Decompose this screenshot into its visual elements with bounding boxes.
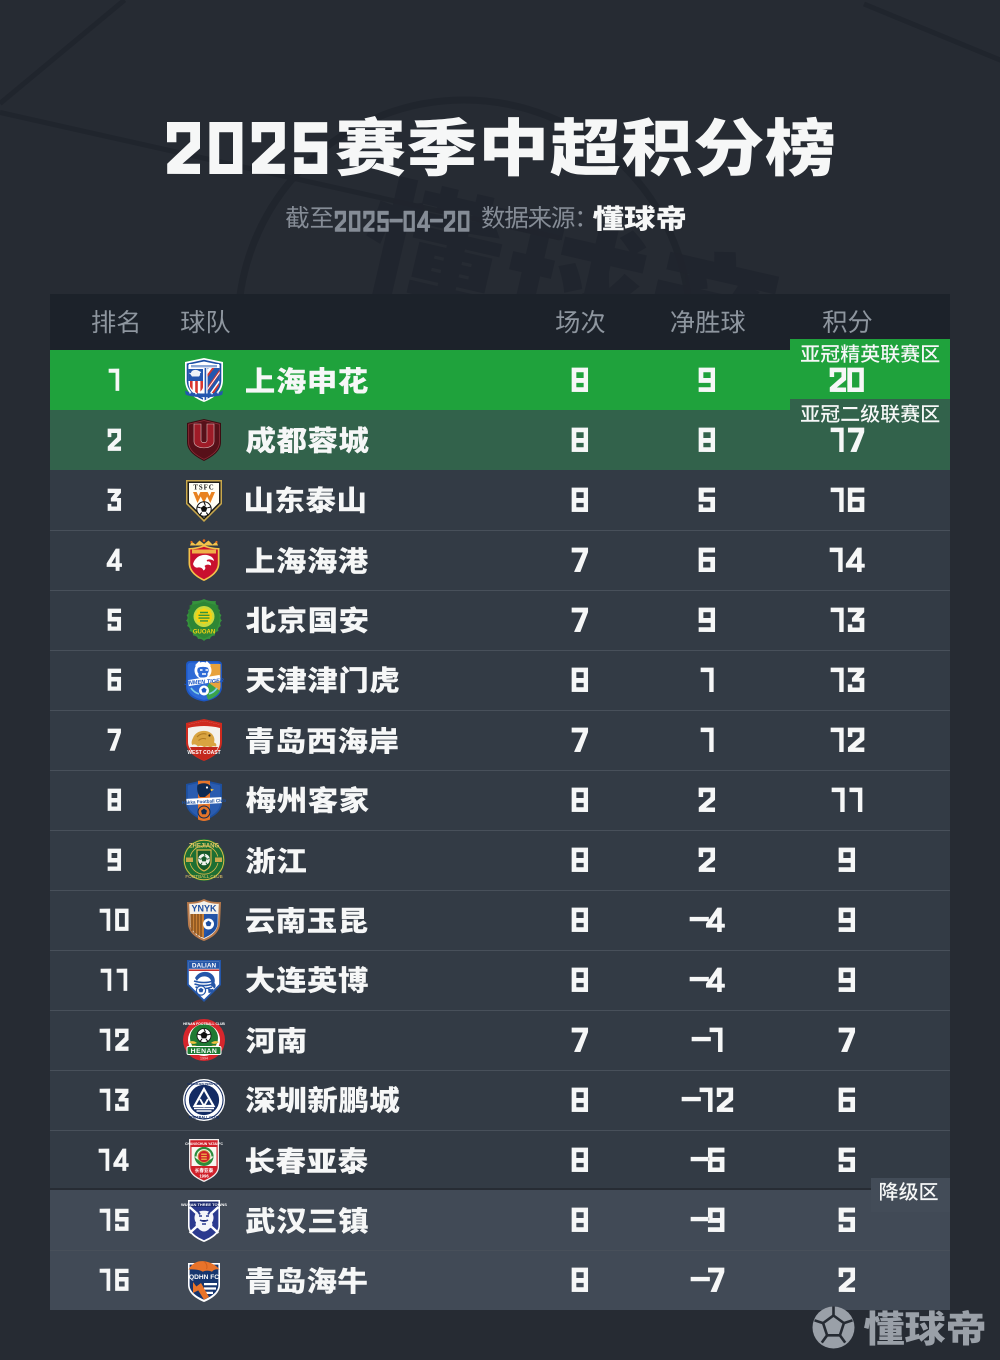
svg-text:WUHAN THREE TOWNS: WUHAN THREE TOWNS xyxy=(181,1202,227,1207)
svg-text:DALIAN: DALIAN xyxy=(192,963,217,970)
svg-text:JINMEN TIGER: JINMEN TIGER xyxy=(184,678,224,687)
svg-text:ZHEJIANG: ZHEJIANG xyxy=(189,844,220,850)
svg-text:TSFC: TSFC xyxy=(193,485,214,492)
svg-text:长春亚泰: 长春亚泰 xyxy=(195,1167,214,1174)
svg-text:Hakka Football Club: Hakka Football Club xyxy=(182,798,227,805)
svg-text:FOOTBALL CLUB: FOOTBALL CLUB xyxy=(189,1116,220,1120)
svg-text:CHANGCHUN YATAI FC: CHANGCHUN YATAI FC xyxy=(185,1142,223,1146)
svg-text:HENAN: HENAN xyxy=(191,1048,218,1055)
svg-text:QDHN FC: QDHN FC xyxy=(189,1274,219,1281)
svg-text:1994: 1994 xyxy=(200,1057,208,1061)
svg-text:FOOTBALL CLUB: FOOTBALL CLUB xyxy=(185,874,222,879)
svg-text:SHENZHEN PENG CITY: SHENZHEN PENG CITY xyxy=(187,1082,221,1086)
svg-text:YNYK: YNYK xyxy=(191,904,217,914)
svg-text:1996: 1996 xyxy=(199,1174,209,1179)
svg-text:HENAN FOOTBALL CLUB: HENAN FOOTBALL CLUB xyxy=(183,1022,225,1026)
svg-text:WEST COAST: WEST COAST xyxy=(187,750,220,756)
svg-text:GUOAN: GUOAN xyxy=(193,630,215,636)
